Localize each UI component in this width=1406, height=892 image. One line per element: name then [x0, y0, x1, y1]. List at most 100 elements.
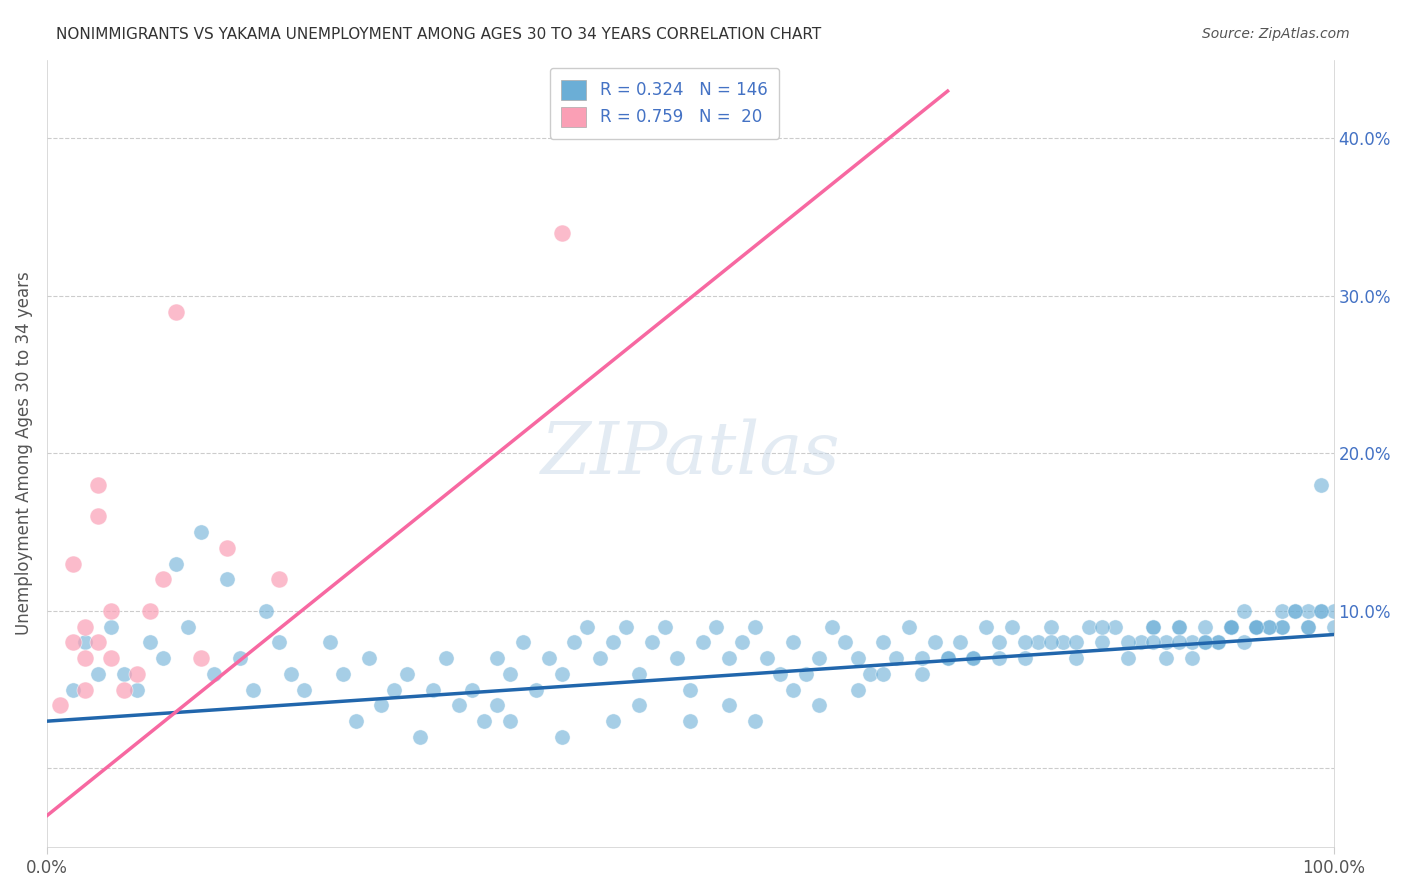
Point [1232, 635, 1254, 649]
Point [75, 635, 97, 649]
Point [202, 667, 225, 681]
Point [821, 620, 844, 634]
Point [1181, 651, 1204, 665]
Point [679, 682, 702, 697]
Point [666, 651, 689, 665]
Point [382, 682, 405, 697]
Point [254, 604, 277, 618]
Point [75, 651, 97, 665]
Point [1309, 478, 1331, 492]
Point [332, 667, 354, 681]
Point [87, 667, 110, 681]
Point [267, 573, 290, 587]
Point [1323, 604, 1346, 618]
Point [1219, 620, 1241, 634]
Point [782, 635, 804, 649]
Point [139, 635, 162, 649]
Point [614, 620, 637, 634]
Point [911, 651, 934, 665]
Point [872, 667, 894, 681]
Text: Source: ZipAtlas.com: Source: ZipAtlas.com [1202, 27, 1350, 41]
Point [1129, 635, 1152, 649]
Point [627, 698, 650, 713]
Point [87, 478, 110, 492]
Point [564, 635, 586, 649]
Point [924, 635, 946, 649]
Point [807, 651, 830, 665]
Point [717, 651, 740, 665]
Point [872, 635, 894, 649]
Point [1206, 635, 1229, 649]
Point [1078, 620, 1101, 634]
Point [1309, 604, 1331, 618]
Point [1039, 635, 1062, 649]
Point [512, 635, 534, 649]
Point [550, 226, 572, 240]
Point [1014, 635, 1036, 649]
Point [319, 635, 342, 649]
Point [717, 698, 740, 713]
Point [447, 698, 470, 713]
Point [1258, 620, 1281, 634]
Point [1039, 620, 1062, 634]
Point [1156, 635, 1178, 649]
Point [1258, 620, 1281, 634]
Point [846, 651, 869, 665]
Point [654, 620, 676, 634]
Point [370, 698, 392, 713]
Point [807, 698, 830, 713]
Point [112, 682, 135, 697]
Point [576, 620, 599, 634]
Point [292, 682, 315, 697]
Point [884, 651, 907, 665]
Point [87, 509, 110, 524]
Point [75, 682, 97, 697]
Point [62, 635, 84, 649]
Point [1116, 635, 1139, 649]
Point [62, 682, 84, 697]
Point [1168, 620, 1191, 634]
Point [640, 635, 662, 649]
Point [229, 651, 252, 665]
Point [280, 667, 302, 681]
Point [460, 682, 482, 697]
Point [1168, 635, 1191, 649]
Point [1142, 635, 1164, 649]
Point [1091, 620, 1114, 634]
Point [62, 557, 84, 571]
Point [911, 667, 934, 681]
Point [550, 730, 572, 744]
Point [846, 682, 869, 697]
Point [1194, 635, 1216, 649]
Point [769, 667, 792, 681]
Point [988, 635, 1011, 649]
Point [75, 620, 97, 634]
Point [1026, 635, 1049, 649]
Point [1052, 635, 1074, 649]
Text: NONIMMIGRANTS VS YAKAMA UNEMPLOYMENT AMONG AGES 30 TO 34 YEARS CORRELATION CHART: NONIMMIGRANTS VS YAKAMA UNEMPLOYMENT AMO… [56, 27, 821, 42]
Point [974, 620, 997, 634]
Point [100, 651, 122, 665]
Point [486, 651, 509, 665]
Point [1142, 620, 1164, 634]
Point [936, 651, 959, 665]
Point [731, 635, 754, 649]
Point [1001, 620, 1024, 634]
Point [215, 573, 238, 587]
Point [1232, 604, 1254, 618]
Point [1194, 635, 1216, 649]
Point [499, 714, 522, 728]
Point [1296, 604, 1319, 618]
Point [1271, 620, 1294, 634]
Point [125, 682, 148, 697]
Point [1246, 620, 1268, 634]
Point [87, 635, 110, 649]
Point [794, 667, 817, 681]
Point [936, 651, 959, 665]
Point [679, 714, 702, 728]
Point [486, 698, 509, 713]
Point [1284, 604, 1306, 618]
Point [125, 667, 148, 681]
Point [152, 651, 174, 665]
Point [627, 667, 650, 681]
